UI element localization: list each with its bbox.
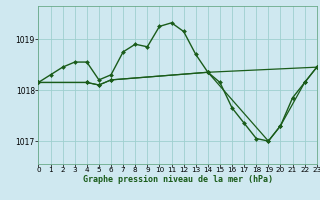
X-axis label: Graphe pression niveau de la mer (hPa): Graphe pression niveau de la mer (hPa) [83,175,273,184]
